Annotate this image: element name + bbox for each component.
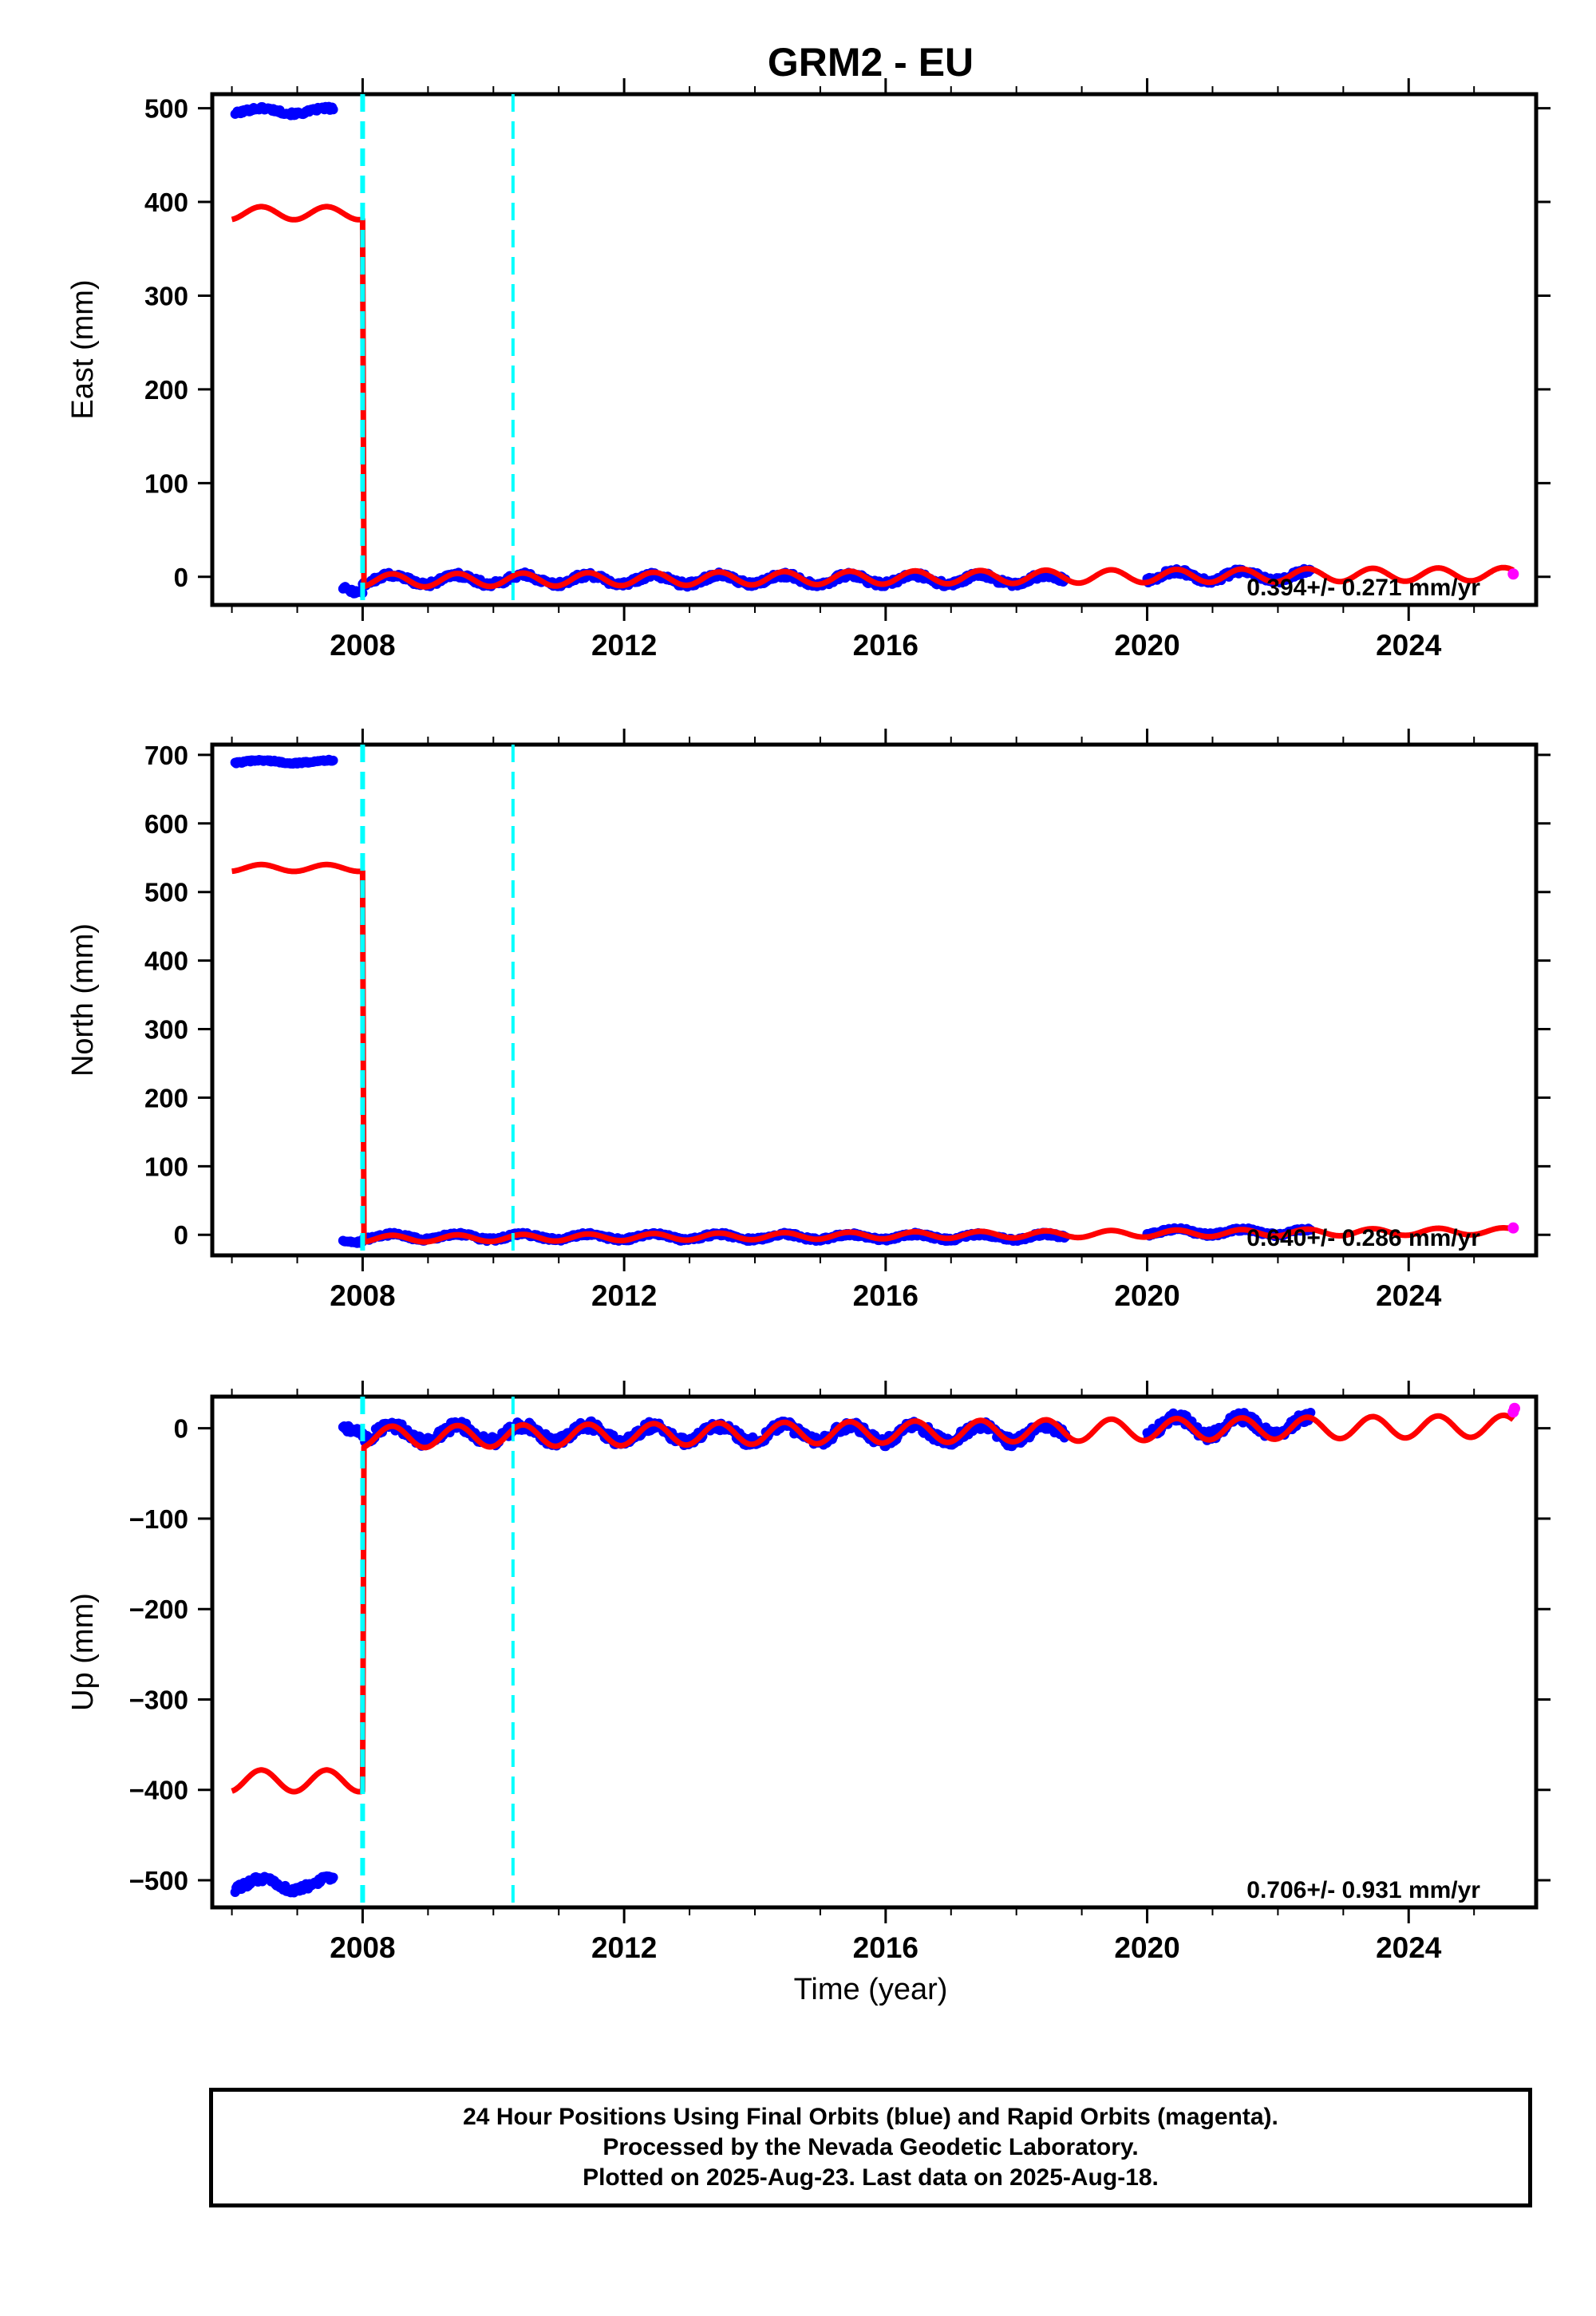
y-tick-label: 0 (174, 563, 188, 592)
rapid-orbit-point (1507, 1222, 1519, 1234)
final-orbit-point (328, 105, 338, 115)
y-tick-label: 600 (144, 809, 188, 839)
y-tick-label: 200 (144, 375, 188, 405)
y-tick-label: 0 (174, 1414, 188, 1444)
plot-frame (210, 92, 1539, 607)
x-tick-label: 2020 (1114, 1931, 1179, 1964)
panel-north: 2008 2012 2016 2020 2024 0 100 200 300 400 500 600 7… (66, 729, 1551, 1312)
y-tick-label: 700 (144, 741, 188, 770)
x-tick-label: 2016 (853, 629, 918, 662)
x-tick-label: 2024 (1376, 629, 1442, 662)
y-tick-label: 0 (174, 1220, 188, 1250)
x-tick-label: 2008 (330, 629, 395, 662)
y-tick-label: −500 (129, 1866, 188, 1895)
y-tick-label: 100 (144, 468, 188, 498)
x-tick-label: 2024 (1376, 1279, 1442, 1312)
final-orbit-point (328, 1872, 338, 1883)
model-fit-line (230, 204, 1515, 590)
velocity-rate-label: 0.706+/- 0.931 mm/yr (1246, 1877, 1480, 1903)
x-tick-label: 2012 (591, 1279, 657, 1312)
y-axis-label: East (mm) (66, 279, 100, 419)
plot-area (230, 94, 1519, 605)
x-tick-label: 2020 (1114, 629, 1179, 662)
rapid-orbit-point (1508, 1402, 1520, 1414)
x-tick-label: 2012 (591, 1931, 657, 1964)
y-axis-label: North (mm) (66, 923, 100, 1077)
plot-frame (210, 742, 1539, 1258)
footer-line-processed: Processed by the Nevada Geodetic Laborat… (602, 2134, 1139, 2160)
panel-east: 2008 2012 2016 2020 2024 0 100 200 300 400 500 East… (66, 78, 1551, 662)
x-tick-label: 2016 (853, 1931, 918, 1964)
y-tick-label: 100 (144, 1152, 188, 1181)
x-tick-label: 2020 (1114, 1279, 1179, 1312)
final-orbit-point (328, 755, 338, 765)
y-tick-label: 400 (144, 947, 188, 976)
plot-frame (210, 1394, 1539, 1910)
y-tick-label: −300 (129, 1685, 188, 1714)
footer-line-plotted: Plotted on 2025-Aug-23. Last data on 202… (583, 2164, 1159, 2191)
plot-area (230, 745, 1519, 1255)
y-tick-label: −200 (129, 1595, 188, 1624)
x-tick-label: 2012 (591, 629, 657, 662)
x-tick-label: 2008 (330, 1931, 395, 1964)
y-tick-label: −100 (129, 1504, 188, 1534)
x-tick-label: 2024 (1376, 1931, 1442, 1964)
y-tick-label: 300 (144, 1015, 188, 1045)
chart-title: GRM2 - EU (768, 40, 974, 85)
y-axis-label: Up (mm) (66, 1593, 100, 1711)
x-tick-label: 2016 (853, 1279, 918, 1312)
footer-line-orbits: 24 Hour Positions Using Final Orbits (bl… (463, 2104, 1278, 2130)
panel-up: 2008 2012 2016 2020 2024 −500 −400 −300 −200 −100… (66, 1381, 1551, 1964)
y-tick-label: 200 (144, 1083, 188, 1113)
y-tick-label: 300 (144, 281, 188, 310)
x-tick-label: 2008 (330, 1279, 395, 1312)
x-axis-label: Time (year) (794, 1973, 948, 2006)
rapid-orbit-point (1507, 568, 1519, 580)
y-tick-label: −400 (129, 1776, 188, 1805)
y-tick-label: 400 (144, 188, 188, 217)
velocity-rate-label: 0.640+/- 0.286 mm/yr (1246, 1225, 1480, 1251)
y-tick-label: 500 (144, 878, 188, 907)
y-tick-label: 500 (144, 94, 188, 124)
velocity-rate-label: 0.394+/- 0.271 mm/yr (1246, 575, 1480, 601)
footer-note: 24 Hour Positions Using Final Orbits (bl… (209, 2088, 1532, 2207)
